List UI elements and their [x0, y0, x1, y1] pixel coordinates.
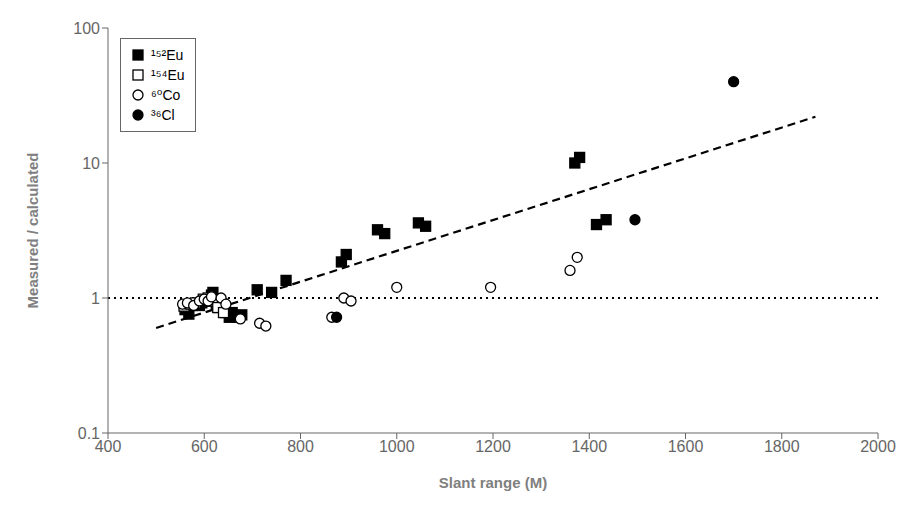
svg-text:600: 600 [191, 438, 218, 455]
svg-text:10: 10 [82, 155, 100, 172]
html-text:¹⁵⁴Eu: ¹⁵⁴Eu [151, 67, 185, 83]
svg-text:Slant range (M): Slant range (M) [439, 474, 547, 491]
svg-text:Measured / calculated: Measured / calculated [24, 153, 41, 309]
svg-text:1000: 1000 [379, 438, 415, 455]
svg-text:2000: 2000 [860, 438, 896, 455]
svg-text:400: 400 [94, 438, 122, 456]
html-text:¹⁵²Eu: ¹⁵²Eu [151, 47, 184, 63]
svg-text:1: 1 [91, 290, 100, 307]
svg-text:0.1: 0.1 [78, 425, 100, 442]
html-text:⁶⁰Co: ⁶⁰Co [151, 87, 181, 103]
svg-text:100: 100 [73, 20, 100, 37]
svg-text:800: 800 [287, 438, 314, 455]
svg-text:1200: 1200 [475, 438, 511, 455]
svg-text:1800: 1800 [764, 438, 800, 455]
svg-text:1600: 1600 [668, 438, 704, 455]
svg-text:1400: 1400 [571, 438, 607, 455]
html-text:³⁶Cl: ³⁶Cl [151, 107, 175, 123]
